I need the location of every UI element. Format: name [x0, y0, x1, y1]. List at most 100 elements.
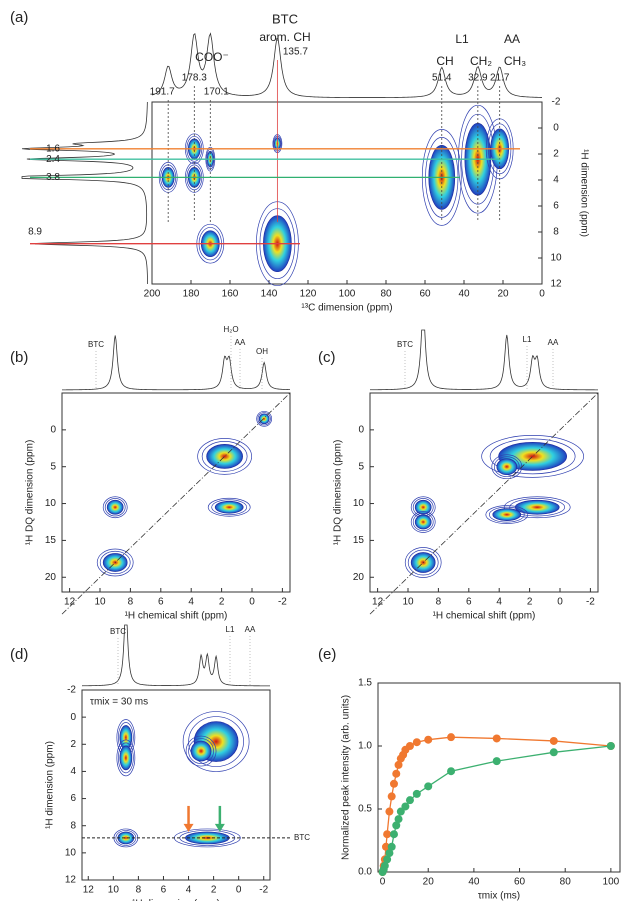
spectrum-label: L1 — [226, 625, 235, 634]
y-tick-label: 8 — [553, 227, 559, 238]
y-tick-label: 0 — [50, 424, 56, 435]
spectrum-label: AA — [245, 625, 256, 634]
plot-frame — [61, 392, 291, 593]
shift-label: 191.7 — [150, 87, 175, 98]
annotation: CH — [436, 54, 453, 68]
shift-label: 21.7 — [490, 73, 510, 84]
y-axis-label: Normalized peak intensity (arb. units) — [341, 695, 352, 860]
contour-line — [115, 830, 137, 846]
y-axis-label: ¹H DQ dimension (ppm) — [25, 440, 36, 546]
projection — [61, 335, 291, 391]
x-tick-label: 2 — [527, 597, 533, 608]
contour-line — [197, 438, 252, 475]
contour-line — [489, 438, 576, 475]
x-axis-label: τmix (ms) — [478, 891, 520, 901]
y-tick-label: 2 — [553, 149, 559, 160]
contour-line — [485, 505, 529, 524]
shift-label: 3.8 — [46, 172, 60, 183]
contour-line — [201, 441, 248, 472]
contour-line — [410, 511, 436, 533]
x-tick-label: 60 — [514, 877, 526, 888]
point — [392, 769, 401, 778]
diagonal — [61, 392, 291, 615]
contour-line — [188, 716, 244, 767]
point — [549, 748, 558, 757]
contour-line — [207, 497, 251, 517]
arrow-head — [183, 823, 194, 832]
shift-label: 2.4 — [46, 154, 60, 165]
contour-line — [104, 498, 126, 517]
panel-label: (a) — [10, 9, 28, 26]
x-tick-label: 200 — [144, 289, 161, 300]
contour-line — [257, 412, 271, 426]
y-tick-label: 4 — [70, 766, 76, 777]
peak — [496, 458, 518, 476]
x-tick-label: 0 — [380, 877, 386, 888]
spectrum-label: BTC — [88, 340, 104, 349]
y-tick-label: 4 — [553, 175, 559, 186]
contour-line — [211, 499, 248, 516]
plot-frame — [377, 682, 621, 873]
x-axis-label: ¹³C dimension (ppm) — [301, 303, 392, 314]
x-tick-label: 40 — [458, 289, 470, 300]
y-tick-label: 12 — [550, 279, 562, 290]
y-tick-label: 1.5 — [358, 678, 372, 689]
x-tick-label: 4 — [186, 885, 192, 896]
shift-label: 51.4 — [432, 73, 452, 84]
contour-line — [185, 735, 217, 767]
x-tick-label: 2 — [211, 885, 217, 896]
y-tick-label: 0 — [70, 712, 76, 723]
diagonal — [369, 392, 599, 615]
x-tick-label: 8 — [436, 597, 442, 608]
contour-line — [96, 548, 134, 577]
point — [492, 757, 501, 766]
y-axis-label: ¹H dimension (ppm) — [578, 149, 589, 237]
annotation: CH₃ — [504, 54, 526, 68]
shift-label: 32.9 — [468, 73, 488, 84]
y-axis-label: ¹H dimension (ppm) — [45, 741, 56, 829]
panel-label: (c) — [318, 349, 336, 366]
y-tick-label: -2 — [552, 97, 561, 108]
x-tick-label: 0 — [236, 885, 242, 896]
x-tick-label: 80 — [380, 289, 392, 300]
x-tick-label: 2 — [219, 597, 225, 608]
y-tick-label: 10 — [65, 847, 77, 858]
y-tick-label: 15 — [45, 535, 57, 546]
point — [380, 861, 389, 870]
annotation: AA — [504, 32, 520, 46]
projection — [81, 624, 271, 687]
x-tick-label: 12 — [64, 597, 76, 608]
contour-line — [188, 738, 214, 764]
point — [405, 742, 414, 750]
x-tick-label: 100 — [603, 877, 620, 888]
x-tick-label: 10 — [108, 885, 120, 896]
contour-line — [404, 547, 442, 578]
panel-label: (e) — [318, 646, 336, 663]
peak — [106, 499, 124, 515]
contour-line — [102, 496, 128, 519]
x-tick-label: 180 — [183, 289, 200, 300]
point — [405, 796, 414, 805]
point — [447, 733, 456, 742]
contour-line — [481, 435, 584, 478]
point — [424, 735, 433, 744]
y-tick-label: 5 — [50, 461, 56, 472]
point — [387, 842, 396, 851]
peak — [414, 514, 432, 530]
spectrum-label: H₂O — [223, 325, 238, 334]
y-tick-label: 10 — [45, 498, 57, 509]
y-tick-label: 1.0 — [358, 741, 372, 752]
peak — [414, 499, 432, 515]
x-tick-label: 0 — [557, 597, 563, 608]
y-tick-label: 10 — [550, 253, 562, 264]
peak — [214, 500, 244, 514]
annotation: COO⁻ — [195, 50, 229, 64]
point — [385, 807, 394, 816]
x-tick-label: 8 — [128, 597, 134, 608]
peak — [492, 508, 522, 521]
x-tick-label: 140 — [261, 289, 278, 300]
plot-frame — [369, 392, 599, 593]
contour-line — [412, 512, 434, 532]
contour-line — [488, 506, 525, 523]
